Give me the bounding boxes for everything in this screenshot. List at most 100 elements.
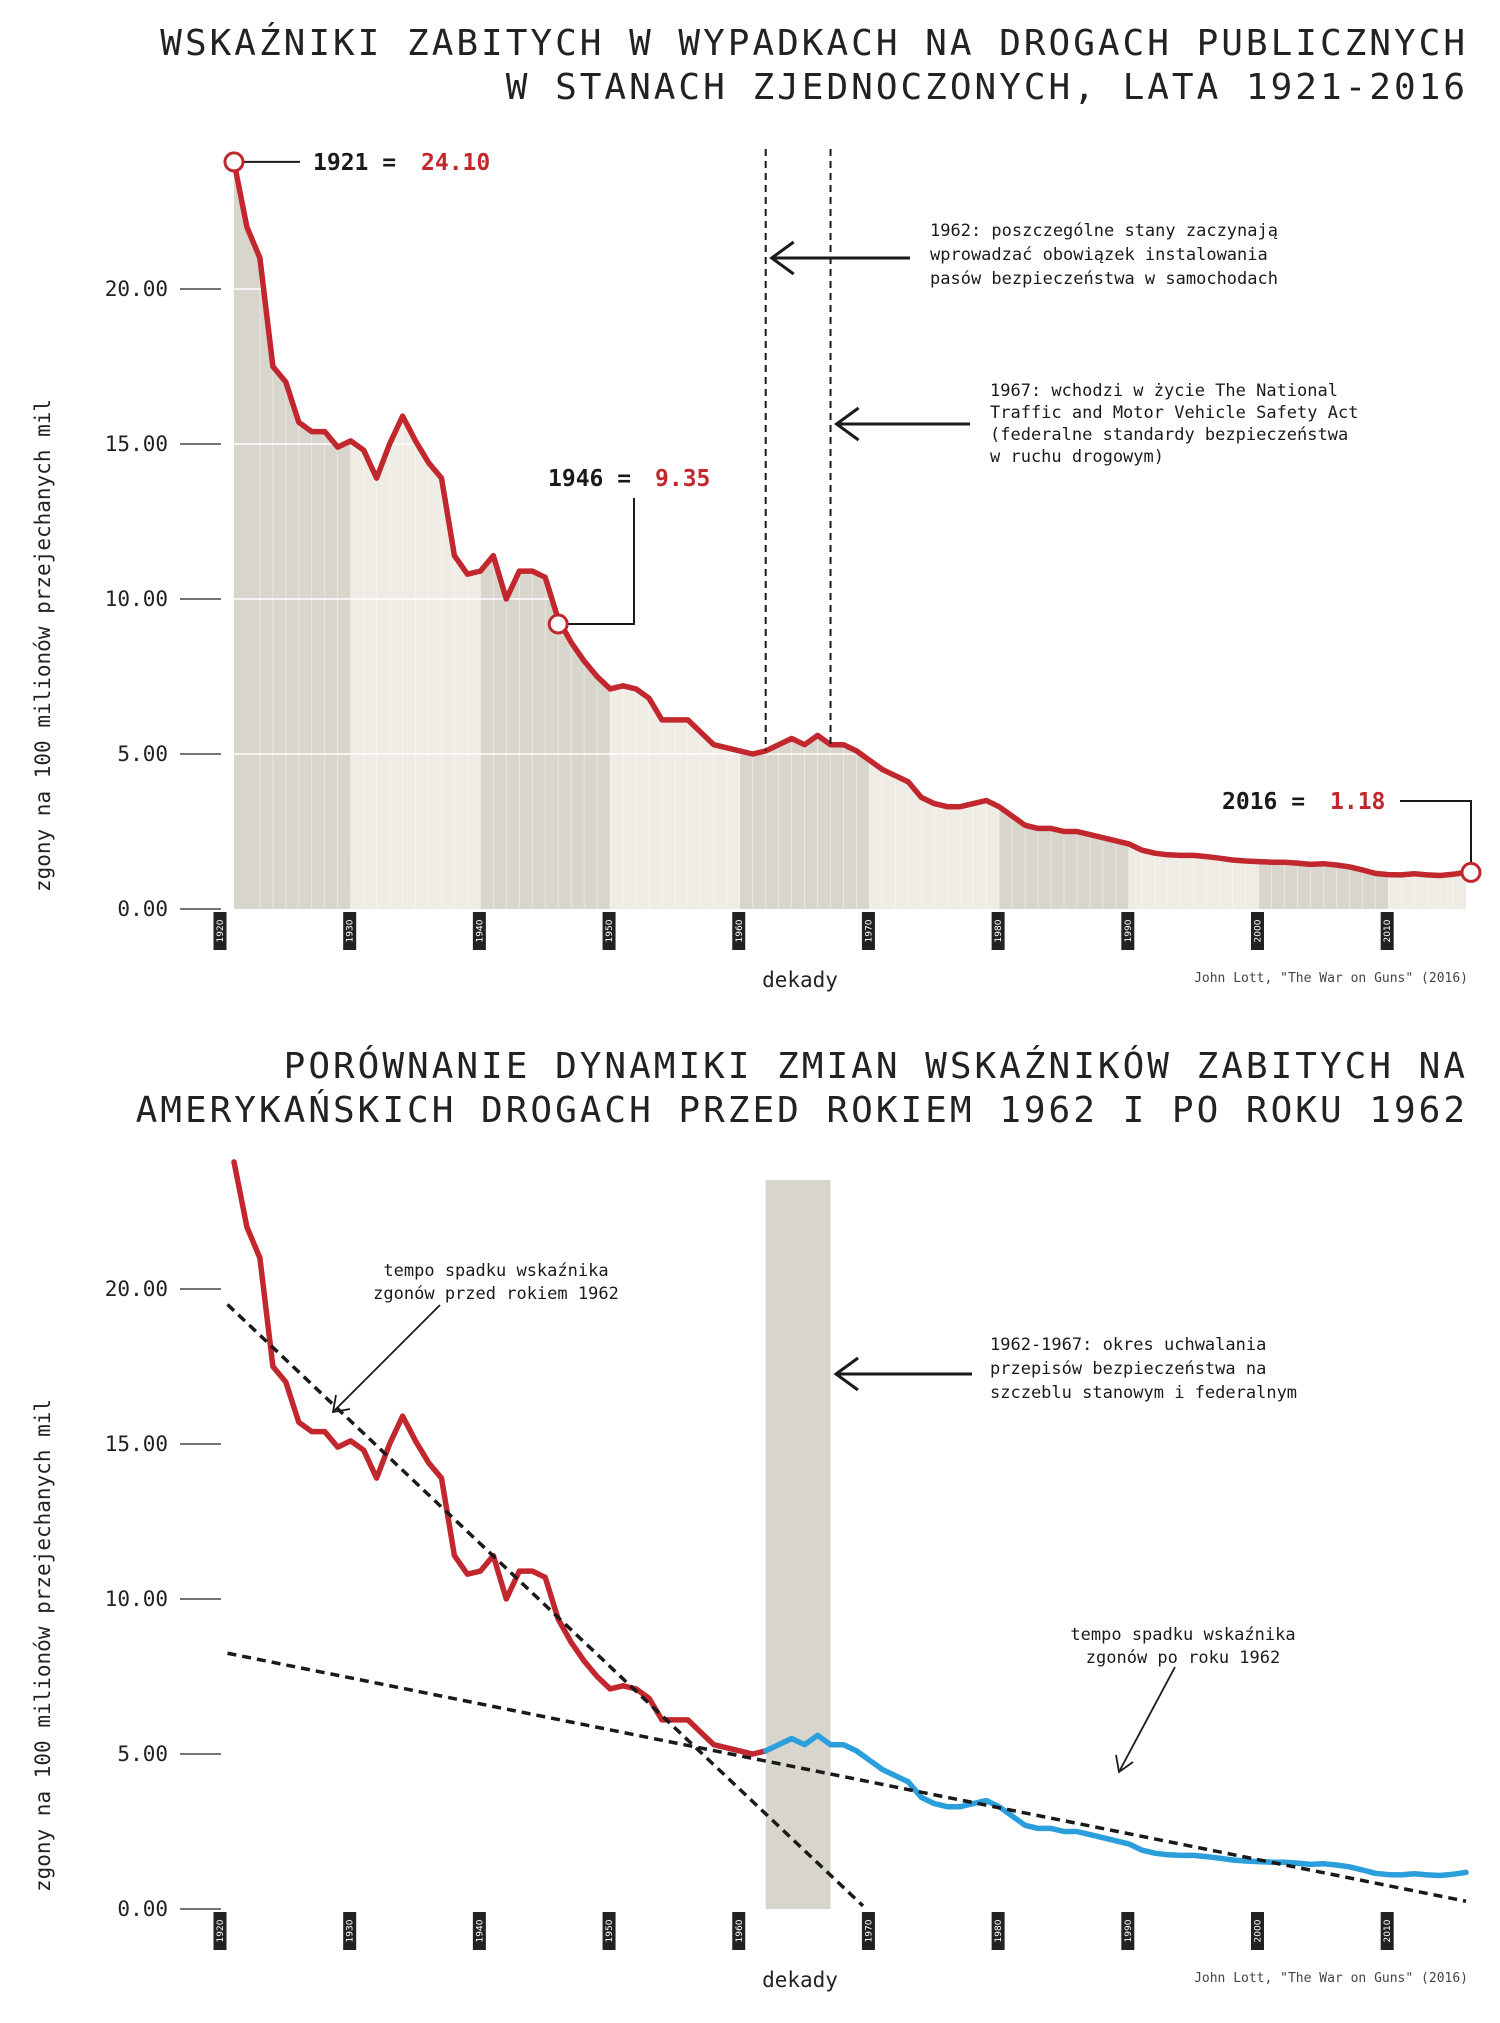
annotation-period-line: szczeblu stanowym i federalnym: [990, 1383, 1297, 1403]
x-tick-tab: [1380, 912, 1394, 950]
x-tick-tab: [991, 912, 1005, 950]
x-tick-tab: [213, 1912, 227, 1950]
annotation-1962-line: 1962: poszczególne stany zaczynają: [930, 221, 1278, 241]
annotation-period-line: 1962-1967: okres uchwalania: [990, 1335, 1266, 1355]
annotation-1967-line: Traffic and Motor Vehicle Safety Act: [990, 403, 1358, 423]
callout-1946-value: 9.35: [655, 466, 710, 492]
x-tick-label: 2010: [1383, 1919, 1393, 1942]
x-tick-label: 1980: [994, 919, 1004, 942]
chart1-title-line1: WSKAŹNIKI ZABITYCH W WYPADKACH NA DROGAC…: [160, 23, 1468, 64]
x-tick-label: 1940: [475, 1919, 485, 1942]
annotation-1962-line: wprowadzać obowiązek instalowania: [930, 245, 1268, 265]
x-tick-tab: [602, 1912, 616, 1950]
callout-1946-year: 1946 =: [548, 466, 631, 492]
annotation-before-line: tempo spadku wskaźnika: [383, 1261, 608, 1281]
x-tick-tab: [732, 912, 746, 950]
trendline-after-1962: [227, 1651, 1467, 1903]
trendline-before-1962: [226, 1303, 865, 1908]
annotation-after-pointer-head: [1115, 1754, 1134, 1774]
callout-1921-marker: [223, 151, 245, 173]
y-tick-label: 15.00: [105, 432, 168, 456]
x-tick-tab: [861, 912, 875, 950]
x-tick-tab: [602, 912, 616, 950]
annotation-1962-line: pasów bezpieczeństwa w samochodach: [930, 269, 1278, 289]
callout-1921-year: 1921 =: [313, 150, 396, 176]
x-tick-tab: [1251, 912, 1264, 950]
highlight-period-band: [765, 1180, 831, 1909]
x-tick-tab: [213, 912, 227, 950]
annotation-after-line: zgonów po roku 1962: [1086, 1648, 1280, 1668]
series-after-1962-line: [762, 1732, 1469, 1879]
x-tick-tab: [343, 1912, 357, 1950]
x-tick-tab: [1251, 1912, 1264, 1950]
x-tick-tab: [991, 1912, 1005, 1950]
annotation-1967-line: 1967: wchodzi w życie The National: [990, 381, 1338, 401]
annotation-after-pointer: [1119, 1666, 1176, 1771]
y-tick-label: 5.00: [117, 1742, 168, 1766]
annotation-before-pointer: [333, 1304, 441, 1412]
annotation-period-line: przepisów bezpieczeństwa na: [990, 1359, 1266, 1379]
y-tick-label: 10.00: [105, 1587, 168, 1611]
chart2-title-line1: PORÓWNANIE DYNAMIKI ZMIAN WSKAŹNIKÓW ZAB…: [283, 1046, 1468, 1087]
y-axis-label: zgony na 100 milionów przejechanych mil: [31, 1399, 55, 1892]
x-axis-label: dekady: [762, 968, 838, 992]
x-tick-label: 1970: [864, 919, 874, 942]
arrow-1962-head: [769, 240, 795, 276]
y-tick-label: 5.00: [117, 742, 168, 766]
x-tick-label: 1950: [605, 1919, 615, 1942]
x-tick-label: 1920: [216, 1919, 226, 1942]
callout-1946-marker: [547, 613, 569, 635]
decade-band: [233, 161, 351, 909]
x-tick-tab: [472, 912, 486, 950]
callout-2016-leader: [1400, 800, 1472, 863]
x-tick-tab: [1380, 1912, 1394, 1950]
x-tick-label: 1990: [1124, 919, 1134, 942]
source-note: John Lott, "The War on Guns" (2016): [1194, 971, 1468, 986]
chart1-svg: 1962: poszczególne stany zaczynają wprowa…: [31, 149, 1482, 992]
series-before-1962-line: [231, 1159, 769, 1757]
x-tick-label: 2000: [1254, 919, 1264, 942]
callout-1946-leader: [568, 498, 635, 625]
source-note: John Lott, "The War on Guns" (2016): [1194, 1971, 1468, 1986]
annotation-1967-line: w ruchu drogowym): [990, 447, 1164, 467]
x-tick-tab: [472, 1912, 486, 1950]
x-tick-label: 2010: [1383, 919, 1393, 942]
chart2-title: PORÓWNANIE DYNAMIKI ZMIAN WSKAŹNIKÓW ZAB…: [0, 1045, 1468, 1133]
x-axis-label: dekady: [762, 1968, 838, 1992]
x-tick-label: 1940: [475, 919, 485, 942]
x-tick-label: 1930: [346, 919, 356, 942]
y-tick-label: 20.00: [105, 277, 168, 301]
x-tick-label: 1990: [1124, 1919, 1134, 1942]
x-tick-label: 1920: [216, 919, 226, 942]
x-tick-label: 1970: [864, 1919, 874, 1942]
x-tick-label: 1980: [994, 1919, 1004, 1942]
chart1-title: WSKAŹNIKI ZABITYCH W WYPADKACH NA DROGAC…: [0, 22, 1468, 110]
x-tick-tab: [343, 912, 357, 950]
x-tick-label: 2000: [1254, 1919, 1264, 1942]
x-tick-tab: [732, 1912, 746, 1950]
x-tick-label: 1930: [346, 1919, 356, 1942]
callout-2016-year: 2016 =: [1222, 789, 1305, 815]
callout-1921-value: 24.10: [421, 150, 490, 176]
x-tick-label: 1960: [735, 1919, 745, 1942]
y-axis-label: zgony na 100 milionów przejechanych mil: [31, 399, 55, 892]
annotation-1967-line: (federalne standardy bezpieczeństwa: [990, 425, 1348, 445]
y-tick-label: 0.00: [117, 1897, 168, 1921]
arrow-1967-head: [833, 406, 860, 442]
y-tick-label: 15.00: [105, 1432, 168, 1456]
x-tick-tab: [861, 1912, 875, 1950]
annotation-period-arrow-head: [833, 1356, 859, 1392]
chart1-title-line2: W STANACH ZJEDNOCZONYCH, LATA 1921-2016: [505, 67, 1468, 108]
chart2-title-line2: AMERYKAŃSKICH DROGACH PRZED ROKIEM 1962 …: [135, 1090, 1468, 1131]
x-tick-label: 1950: [605, 919, 615, 942]
annotation-after-line: tempo spadku wskaźnika: [1070, 1625, 1295, 1645]
x-tick-tab: [1121, 912, 1135, 950]
annotation-before-pointer-head: [331, 1394, 351, 1414]
y-tick-label: 0.00: [117, 897, 168, 921]
callout-2016-marker: [1460, 861, 1482, 883]
x-tick-label: 1960: [735, 919, 745, 942]
y-tick-label: 10.00: [105, 587, 168, 611]
y-tick-label: 20.00: [105, 1277, 168, 1301]
callout-2016-value: 1.18: [1330, 789, 1385, 815]
